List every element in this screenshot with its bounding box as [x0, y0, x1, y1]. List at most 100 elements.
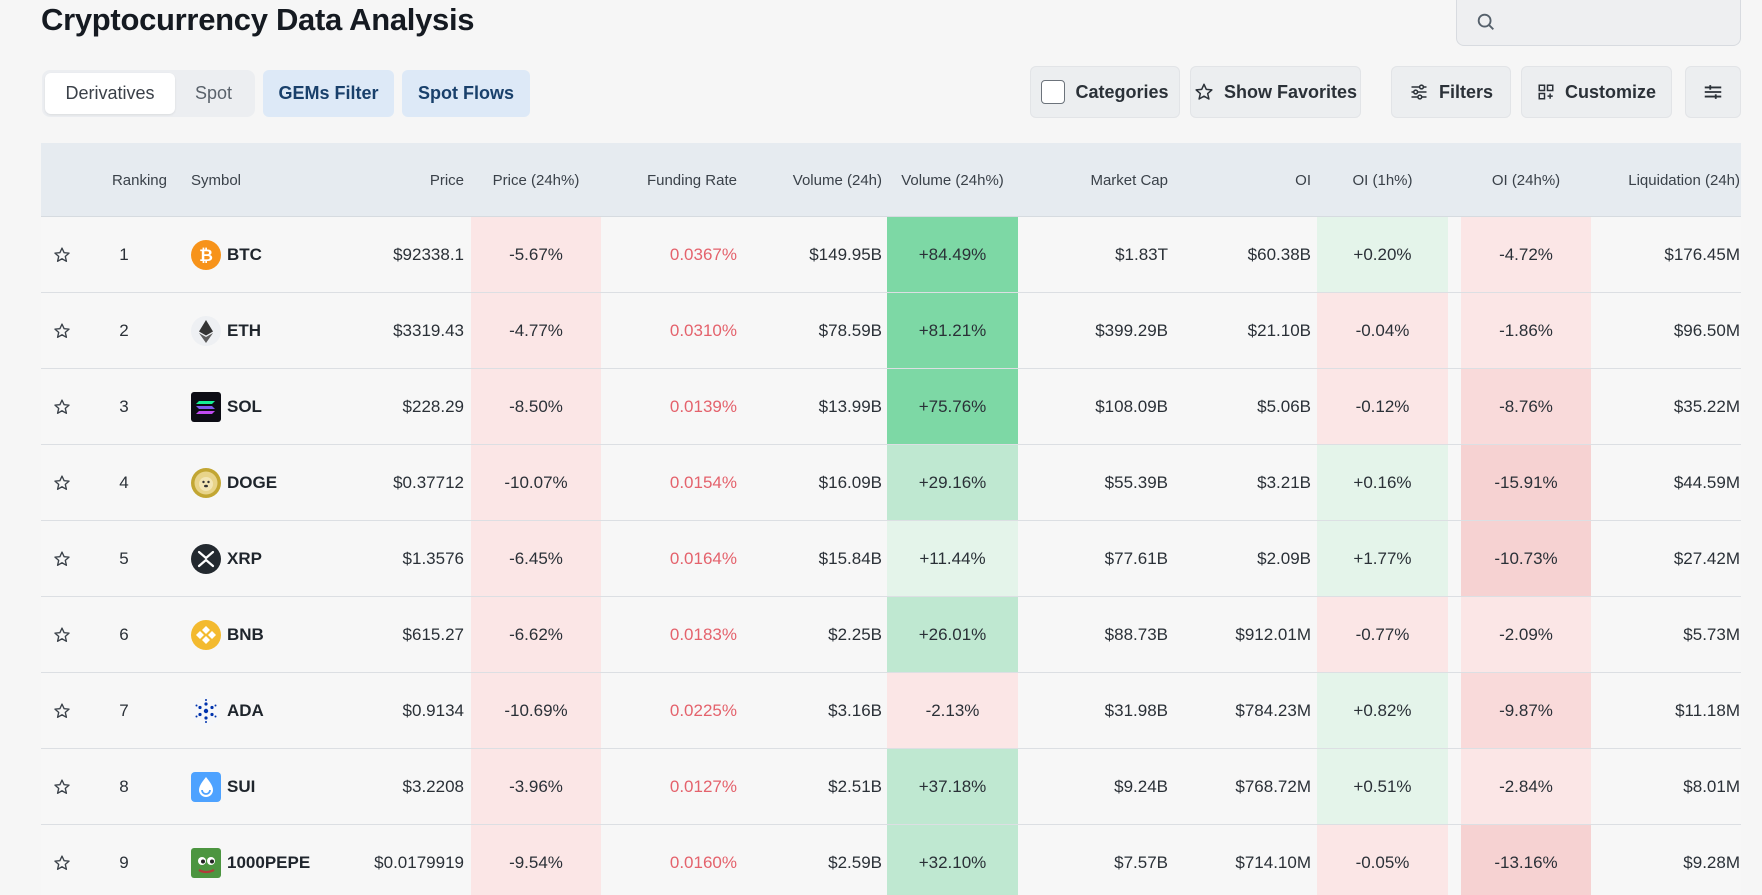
- market-cap-cell: $399.29B: [1095, 320, 1168, 340]
- volume-24h-pct-cell: +26.01%: [887, 597, 1018, 672]
- favorite-star-icon[interactable]: [41, 521, 83, 596]
- liquidation-cell: $176.45M: [1664, 244, 1740, 264]
- volume-24h-cell: $2.25B: [828, 624, 882, 644]
- table-row[interactable]: 8 SUI $3.2208 -3.96% 0.0127% $2.51B +37.…: [41, 749, 1741, 825]
- search-box[interactable]: [1456, 0, 1741, 46]
- funding-rate-cell: 0.0127%: [669, 776, 737, 796]
- favorite-star-icon[interactable]: [41, 217, 83, 292]
- liquidation-cell: $27.42M: [1673, 548, 1740, 568]
- rank-cell: 8: [119, 776, 129, 796]
- sol-icon: [191, 391, 221, 422]
- table-row[interactable]: 3 SOL $228.29 -8.50% 0.0139% $13.99B +75…: [41, 369, 1741, 445]
- customize-label: Customize: [1564, 81, 1656, 102]
- filters-button[interactable]: Filters: [1391, 66, 1511, 118]
- settings-button[interactable]: [1685, 66, 1741, 118]
- tab-derivatives[interactable]: Derivatives: [45, 73, 175, 114]
- rank-cell: 9: [119, 852, 129, 872]
- symbol-cell[interactable]: 1000PEPE: [191, 825, 351, 895]
- oi-24h-cell: -4.72%: [1461, 217, 1591, 292]
- table-row[interactable]: 1 ₿ BTC $92338.1 -5.67% 0.0367% $149.95B…: [41, 217, 1741, 293]
- header-ranking[interactable]: Ranking: [111, 171, 167, 189]
- liquidation-cell: $5.73M: [1683, 624, 1740, 644]
- funding-rate-cell: 0.0139%: [669, 396, 737, 416]
- volume-24h-pct-cell: +32.10%: [887, 825, 1018, 895]
- header-market-cap[interactable]: Market Cap: [1090, 171, 1168, 189]
- price-24h-cell: -10.69%: [471, 673, 601, 748]
- market-cap-cell: $1.83T: [1115, 244, 1168, 264]
- categories-checkbox[interactable]: [1041, 80, 1066, 104]
- symbol-cell[interactable]: BNB: [191, 597, 351, 672]
- header-volume-24h[interactable]: Volume (24h): [792, 171, 882, 189]
- volume-24h-pct-cell: +37.18%: [887, 749, 1018, 824]
- liquidation-cell: $8.01M: [1683, 776, 1740, 796]
- pepe-icon: [191, 847, 221, 878]
- oi-1h-cell: +0.51%: [1317, 749, 1448, 824]
- symbol-cell[interactable]: XRP: [191, 521, 351, 596]
- table-row[interactable]: 6 BNB $615.27 -6.62% 0.0183% $2.25B +26.…: [41, 597, 1741, 673]
- symbol-label: XRP: [227, 548, 262, 568]
- categories-button[interactable]: Categories: [1030, 66, 1180, 118]
- header-price[interactable]: Price: [429, 171, 464, 189]
- rank-cell: 4: [119, 472, 129, 492]
- spot-flows-button[interactable]: Spot Flows: [402, 70, 530, 117]
- header-symbol[interactable]: Symbol: [191, 171, 242, 189]
- tab-spot[interactable]: Spot: [194, 83, 233, 103]
- gems-filter-button[interactable]: GEMs Filter: [263, 70, 394, 117]
- table-row[interactable]: 5 XRP $1.3576 -6.45% 0.0164% $15.84B +11…: [41, 521, 1741, 597]
- favorite-star-icon[interactable]: [41, 825, 83, 895]
- favorite-star-icon[interactable]: [41, 369, 83, 444]
- volume-24h-pct-cell: -2.13%: [887, 673, 1018, 748]
- price-24h-cell: -6.45%: [471, 521, 601, 596]
- liquidation-cell: $35.22M: [1673, 396, 1740, 416]
- oi-cell: $912.01M: [1235, 624, 1311, 644]
- eth-icon: [191, 315, 221, 346]
- market-cap-cell: $88.73B: [1104, 624, 1168, 644]
- rank-cell: 1: [119, 244, 129, 264]
- rank-cell: 2: [119, 320, 129, 340]
- oi-1h-cell: -0.77%: [1317, 597, 1448, 672]
- volume-24h-pct-cell: +81.21%: [887, 293, 1018, 368]
- oi-24h-cell: -15.91%: [1461, 445, 1591, 520]
- market-cap-cell: $9.24B: [1114, 776, 1168, 796]
- symbol-cell[interactable]: ₿ BTC: [191, 217, 351, 292]
- favorite-star-icon[interactable]: [41, 445, 83, 520]
- favorite-star-icon[interactable]: [41, 597, 83, 672]
- symbol-cell[interactable]: ETH: [191, 293, 351, 368]
- market-cap-cell: $55.39B: [1104, 472, 1168, 492]
- oi-cell: $768.72M: [1235, 776, 1311, 796]
- volume-24h-cell: $3.16B: [828, 700, 882, 720]
- header-oi-24h[interactable]: OI (24h%): [1491, 171, 1561, 189]
- header-price-24h[interactable]: Price (24h%): [492, 171, 580, 189]
- oi-1h-cell: +0.20%: [1317, 217, 1448, 292]
- show-favorites-button[interactable]: Show Favorites: [1190, 66, 1361, 118]
- table-row[interactable]: 2 ETH $3319.43 -4.77% 0.0310% $78.59B +8…: [41, 293, 1741, 369]
- symbol-cell[interactable]: ADA: [191, 673, 351, 748]
- table-row[interactable]: 7 ADA $0.9134 -10.69% 0.0225% $3.16B -2.…: [41, 673, 1741, 749]
- header-volume-24h-pct[interactable]: Volume (24h%): [901, 171, 1004, 189]
- volume-24h-cell: $78.59B: [818, 320, 882, 340]
- header-oi[interactable]: OI: [1295, 171, 1311, 189]
- symbol-cell[interactable]: DOGE: [191, 445, 351, 520]
- favorite-star-icon[interactable]: [41, 673, 83, 748]
- favorite-star-icon[interactable]: [41, 293, 83, 368]
- header-oi-1h[interactable]: OI (1h%): [1352, 171, 1413, 189]
- oi-24h-cell: -1.86%: [1461, 293, 1591, 368]
- market-cap-cell: $7.57B: [1114, 852, 1168, 872]
- oi-cell: $3.21B: [1257, 472, 1311, 492]
- oi-24h-cell: -8.76%: [1461, 369, 1591, 444]
- favorite-star-icon[interactable]: [41, 749, 83, 824]
- symbol-label: SOL: [227, 396, 262, 416]
- header-liquidation[interactable]: Liquidation (24h): [1628, 171, 1740, 189]
- search-input[interactable]: [1507, 8, 1727, 36]
- symbol-cell[interactable]: SOL: [191, 369, 351, 444]
- funding-rate-cell: 0.0367%: [669, 244, 737, 264]
- doge-icon: [191, 467, 221, 498]
- symbol-label: 1000PEPE: [227, 852, 311, 872]
- symbol-cell[interactable]: SUI: [191, 749, 351, 824]
- price-24h-cell: -8.50%: [471, 369, 601, 444]
- liquidation-cell: $44.59M: [1673, 472, 1740, 492]
- table-row[interactable]: 9 1000PEPE $0.0179919 -9.54% 0.0160% $2.…: [41, 825, 1741, 895]
- header-funding-rate[interactable]: Funding Rate: [646, 171, 737, 189]
- customize-button[interactable]: Customize: [1521, 66, 1672, 118]
- table-row[interactable]: 4 DOGE $0.37712 -10.07% 0.0154% $16.09B …: [41, 445, 1741, 521]
